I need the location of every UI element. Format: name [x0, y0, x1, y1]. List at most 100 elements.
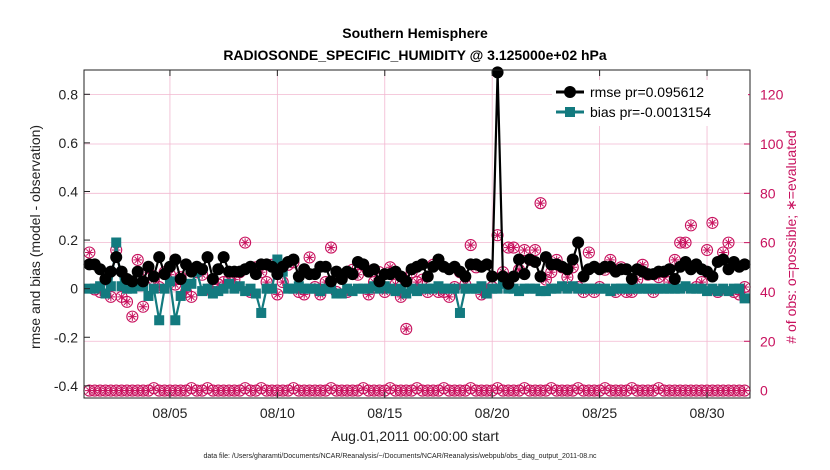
obs-evaluated-point-spoke [467, 241, 475, 249]
obs-evaluated-point-ring [529, 243, 542, 257]
rmse-point [486, 270, 499, 283]
bias-point [637, 283, 648, 294]
bias-point [374, 283, 385, 294]
obs-evaluated-point-spoke [118, 293, 125, 301]
y-right-tick-label: 80 [760, 185, 776, 201]
bias-point [406, 283, 417, 294]
bias-point [213, 286, 224, 297]
bias-point [379, 281, 390, 292]
obs-evaluated-point-spoke [703, 246, 711, 254]
obs-evaluated-point [679, 236, 692, 249]
bias-point [315, 286, 326, 297]
bias-point [105, 281, 116, 292]
rmse-point [668, 272, 681, 285]
bias-point [175, 290, 186, 301]
bias-point [326, 283, 337, 294]
obs-evaluated-point [507, 241, 520, 254]
legend-bias-label: bias pr=-0.0013154 [590, 104, 711, 120]
bias-point [202, 283, 213, 294]
bias-point [540, 286, 551, 297]
bias-point [454, 307, 465, 318]
y-left-tick-label: -0.4 [54, 378, 78, 394]
bias-point [583, 283, 594, 294]
obs-evaluated-point [120, 295, 134, 308]
obs-evaluated-point [185, 290, 198, 303]
rmse-point [706, 270, 719, 283]
rmse-point [534, 270, 547, 283]
rmse-point [400, 275, 413, 288]
obs-evaluated-point-spoke [547, 268, 555, 276]
y-axis-label-right: # of obs: o=possible; ∗=evaluated [783, 130, 799, 343]
x-tick-label: 08/05 [152, 405, 187, 421]
rmse-point [507, 270, 520, 283]
bias-point [433, 281, 444, 292]
chart-title-line1: Southern Hemisphere [342, 25, 488, 41]
obs-evaluated-point [529, 243, 542, 257]
bias-point [304, 283, 315, 294]
bias-point [616, 283, 627, 294]
bias-point [266, 283, 277, 294]
bias-point [342, 283, 353, 294]
rmse-point [561, 263, 574, 276]
bias-point [648, 283, 659, 294]
obs-evaluated-point-ring [582, 246, 595, 259]
bias-point [702, 286, 713, 297]
rmse-point [620, 263, 633, 276]
y-right-tick-label: 100 [760, 136, 784, 152]
rmse-point [110, 251, 123, 264]
bias-point [240, 286, 251, 297]
bias-point [535, 286, 546, 297]
obs-evaluated-point-ring [700, 243, 714, 257]
x-tick-label: 08/30 [690, 405, 725, 421]
y-right-tick-label: 60 [760, 235, 776, 251]
bias-point [599, 283, 610, 294]
bias-point [164, 276, 175, 287]
obs-evaluated-point-ring [491, 229, 504, 242]
bias-point [395, 283, 406, 294]
rmse-point [480, 258, 493, 271]
obs-evaluated-point [83, 246, 96, 259]
y-left-tick-label: 0.8 [59, 86, 79, 102]
bias-point [739, 293, 750, 304]
y-left-tick-label: 0 [70, 281, 78, 297]
bias-point [578, 283, 589, 294]
series-layer [83, 66, 751, 397]
obs-evaluated-point-spoke [521, 246, 528, 254]
bias-point [712, 286, 723, 297]
bias-point [492, 283, 503, 294]
obs-evaluated-point-ring [271, 288, 284, 301]
rmse-point [566, 253, 579, 266]
bias-point [557, 281, 568, 292]
obs-evaluated-point-ring [464, 239, 477, 252]
x-axis-label: Aug.01,2011 00:00:00 start [331, 428, 499, 444]
obs-evaluated-point-spoke [494, 231, 501, 239]
bias-point [444, 283, 455, 294]
bias-point [347, 286, 358, 297]
bias-point [299, 283, 310, 294]
ticks: 0 20 40 60 80 100 120 08/05 08/10 08/15 08/20 08/25… [54, 70, 784, 421]
bias-point [728, 283, 739, 294]
y-right-tick-label: 40 [760, 284, 776, 300]
obs-evaluated-point-ring [131, 253, 144, 266]
bias-point [272, 254, 283, 265]
y-left-tick-label: 0.4 [59, 183, 79, 199]
rmse-point [625, 272, 638, 285]
rmse-point [738, 258, 751, 271]
obs-evaluated-point-spoke [273, 291, 281, 298]
bias-point [288, 283, 299, 294]
rmse-point [196, 263, 209, 276]
obs-evaluated-point-spoke [134, 256, 142, 264]
obs-evaluated-point [722, 236, 735, 249]
obs-evaluated-point-spoke [531, 246, 539, 254]
obs-evaluated-point-spoke [445, 293, 453, 301]
bias-point [642, 283, 653, 294]
bias-point [412, 286, 422, 297]
rmse-point [421, 270, 434, 283]
bias-point [696, 283, 707, 294]
bias-point [170, 315, 181, 326]
bias-point [245, 283, 256, 294]
bias-point [562, 283, 573, 294]
rmse-point [287, 253, 300, 266]
data-file-footer: data file: /Users/gharamti/Documents/NCA… [203, 453, 597, 460]
legend-rmse-marker [564, 86, 576, 98]
